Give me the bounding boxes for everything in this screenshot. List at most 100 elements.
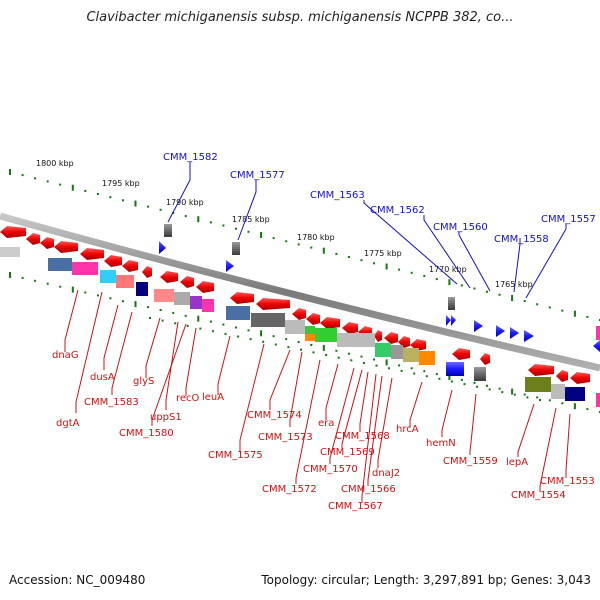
- scale-dot: [209, 221, 212, 224]
- scale-dot: [122, 300, 124, 303]
- scale-tick: [322, 247, 325, 254]
- gene-CMM_1558[interactable]: [496, 325, 505, 337]
- gene-arrow[interactable]: [306, 313, 320, 325]
- gene-label: CMM_1568: [335, 431, 390, 442]
- gene-label: CMM_1567: [328, 501, 383, 512]
- scale-label: 1800 kbp: [36, 159, 74, 168]
- gene-label: dgtA: [56, 418, 80, 429]
- gene-marker: [164, 224, 172, 237]
- gene-arrow[interactable]: [142, 266, 152, 278]
- gene-label: CMM_1583: [84, 397, 139, 408]
- gene-arrow[interactable]: [80, 248, 104, 260]
- gene-arrow[interactable]: [528, 364, 554, 376]
- gene-label: dusA: [90, 372, 115, 383]
- scale-dot: [438, 377, 441, 380]
- gene-arrow[interactable]: [384, 332, 398, 344]
- gene-CMM_1577[interactable]: [226, 260, 234, 272]
- scale-dot: [410, 367, 413, 370]
- gene-arrow[interactable]: [556, 370, 568, 382]
- gene-arrow[interactable]: [570, 372, 590, 384]
- scale-label: 1775 kbp: [364, 249, 402, 258]
- scale-dot: [498, 293, 501, 296]
- scale-dot: [312, 351, 315, 354]
- gene-arrow[interactable]: [122, 260, 138, 272]
- scale-dot: [297, 243, 300, 246]
- scale-dot: [159, 309, 162, 311]
- scale-dot: [211, 330, 214, 333]
- scale-dot: [561, 402, 564, 405]
- gene-arrow[interactable]: [26, 233, 40, 245]
- gene-label: CMM_1572: [262, 484, 317, 495]
- scale-dot: [84, 189, 87, 192]
- feature-block: [190, 296, 202, 309]
- gene-marker: [232, 242, 240, 255]
- gene-arrow[interactable]: [320, 317, 340, 329]
- scale-dot: [34, 177, 37, 180]
- feature-block: [174, 292, 190, 305]
- gene-label: recO: [176, 393, 200, 404]
- feature-block: [403, 348, 419, 362]
- gene-orf[interactable]: [593, 340, 600, 352]
- scale-tick: [9, 169, 11, 175]
- scale-tick: [573, 403, 576, 410]
- scale-dot: [450, 380, 453, 383]
- scale-tick: [385, 263, 388, 270]
- scale-dot: [262, 340, 265, 343]
- scale-tick: [260, 330, 263, 337]
- gene-CMM_1582[interactable]: [159, 241, 166, 254]
- feature-block: [565, 387, 585, 401]
- scale-dot: [96, 193, 99, 195]
- gene-arrow[interactable]: [480, 353, 490, 365]
- scale-tick: [385, 359, 388, 366]
- feature-block: [337, 333, 375, 347]
- lower-gene-labels: dnaG dgtA dusA CMM_1583 glyS uppS1 CMM_1…: [52, 350, 595, 512]
- gene-arrow[interactable]: [374, 330, 382, 342]
- scale-label: 1790 kbp: [166, 198, 204, 207]
- gene-label: dnaJ2: [372, 468, 400, 479]
- scale-dot: [237, 335, 240, 338]
- gene-arrow[interactable]: [292, 308, 306, 320]
- gene-label: CMM_1563: [310, 190, 365, 201]
- scale-dot: [161, 319, 164, 322]
- gene-arrow[interactable]: [160, 271, 178, 283]
- gene-arrow[interactable]: [104, 255, 122, 267]
- gene-label: dnaG: [52, 350, 79, 361]
- gene-arrow[interactable]: [256, 298, 290, 310]
- scale-dot: [536, 396, 539, 399]
- scale-dot: [526, 396, 529, 399]
- gene-CMM_1560[interactable]: [474, 320, 483, 332]
- gene-arrow[interactable]: [452, 348, 470, 360]
- scale-dot: [21, 276, 24, 279]
- gene-label: CMM_1569: [320, 447, 375, 458]
- gene-label: CMM_1557: [541, 214, 596, 225]
- gene-label: CMM_1562: [370, 205, 425, 216]
- gene-label: leuA: [202, 392, 224, 403]
- gene-CMM_1562[interactable]: [451, 315, 456, 326]
- gene-orf[interactable]: [524, 330, 534, 342]
- scale-dot: [285, 338, 288, 341]
- gene-arrow[interactable]: [230, 292, 254, 304]
- gene-arrow[interactable]: [180, 276, 194, 288]
- scale-dot: [423, 370, 426, 373]
- gene-arrow[interactable]: [0, 226, 26, 238]
- gene-CMM_1557[interactable]: [510, 327, 519, 339]
- scale-dot: [513, 393, 516, 396]
- scale-dot: [410, 271, 413, 274]
- gene-arrow[interactable]: [54, 241, 78, 253]
- feature-block: [154, 289, 174, 302]
- scale-dot: [209, 320, 212, 323]
- scale-dot: [147, 205, 150, 208]
- scale-dot: [398, 364, 401, 367]
- gene-arrow[interactable]: [196, 281, 214, 293]
- gene-arrow[interactable]: [342, 322, 358, 334]
- gene-CMM_1563[interactable]: [446, 315, 451, 326]
- scale-dot: [435, 373, 438, 376]
- gene-arrow[interactable]: [40, 237, 54, 249]
- scale-dot: [96, 294, 99, 297]
- lower-callouts: [64, 289, 571, 503]
- scale-track-upper: [9, 169, 600, 321]
- scale-dot: [84, 291, 87, 294]
- scale-dot: [272, 237, 275, 240]
- scale-dot: [539, 399, 541, 401]
